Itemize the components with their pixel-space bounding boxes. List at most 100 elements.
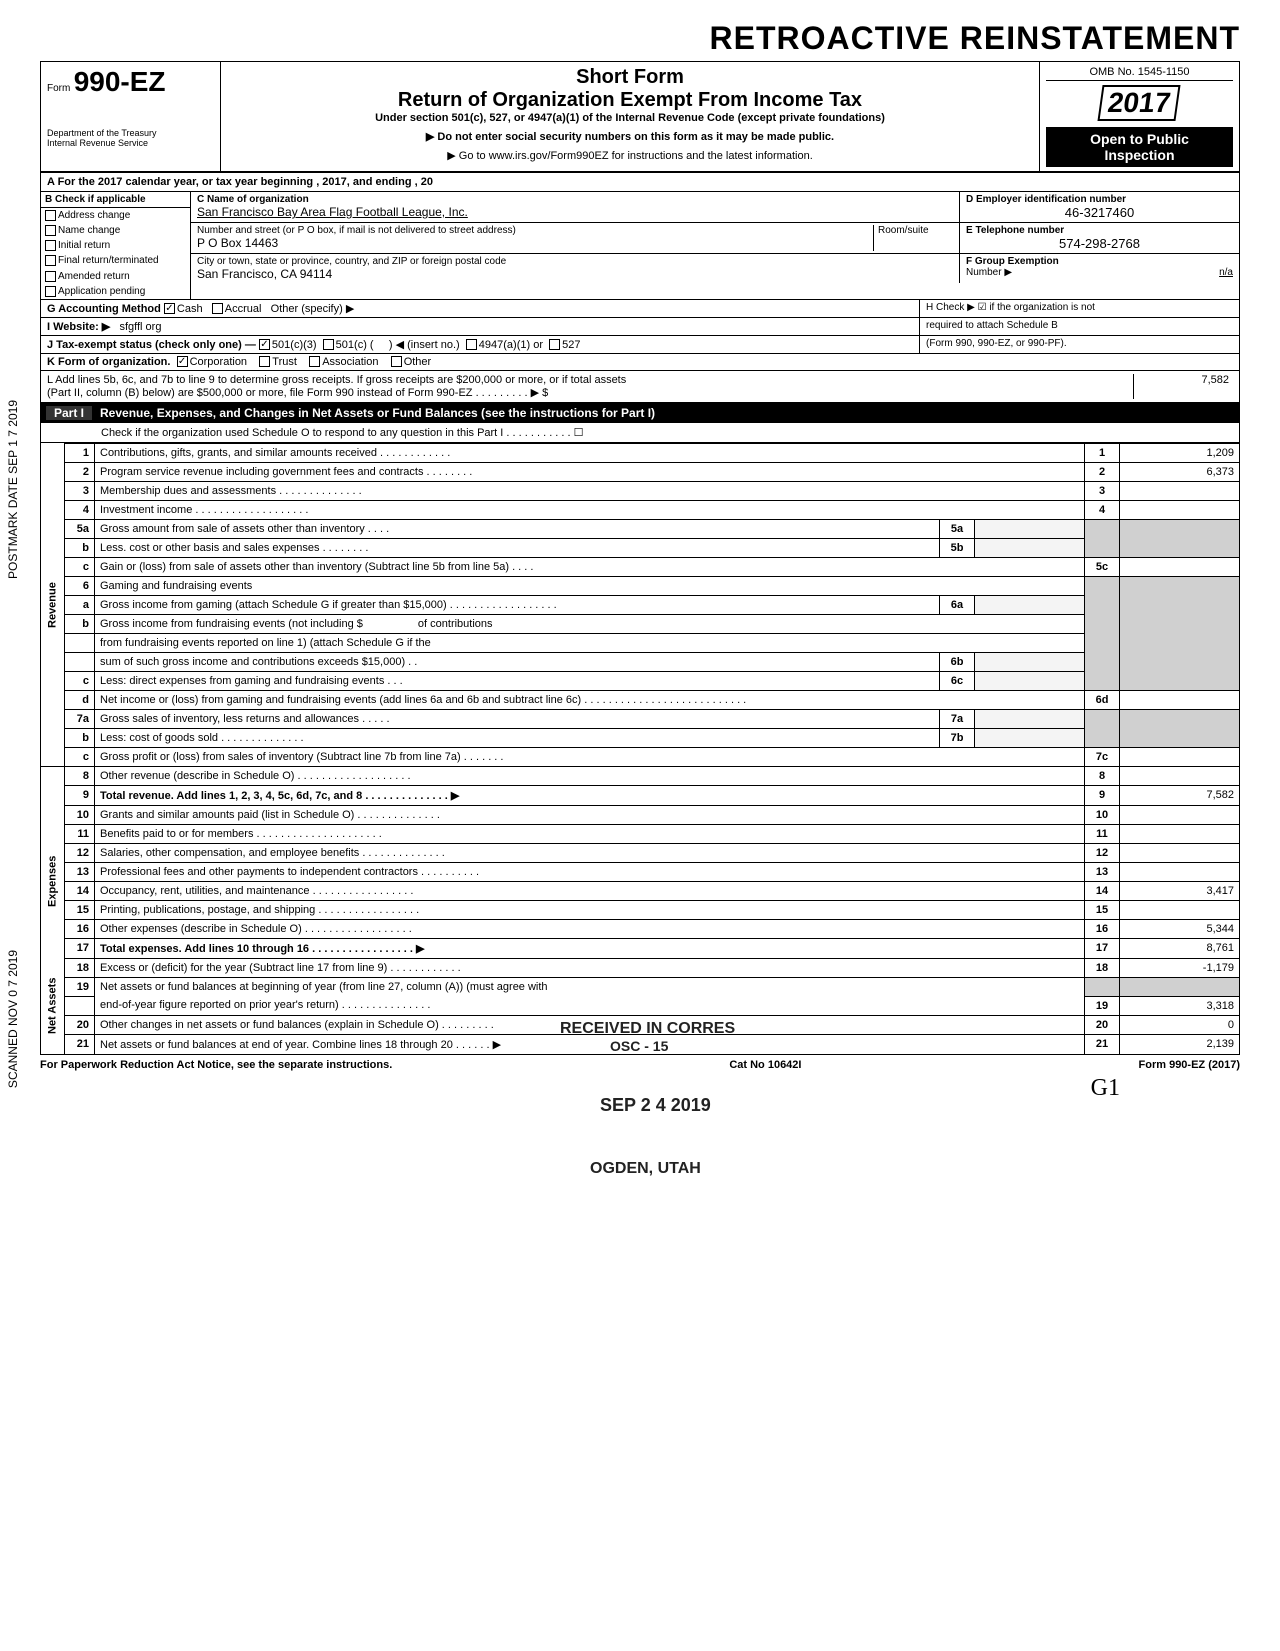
checkbox-assoc[interactable]: [309, 356, 320, 367]
row-a-tax-year: A For the 2017 calendar year, or tax yea…: [40, 173, 1240, 192]
org-name: San Francisco Bay Area Flag Football Lea…: [197, 205, 953, 219]
line-6b-3: sum of such gross income and contributio…: [41, 652, 1240, 671]
line-no: 20: [65, 1015, 95, 1034]
checkbox-trust[interactable]: [259, 356, 270, 367]
line-no: 18: [65, 958, 95, 977]
l-text1: L Add lines 5b, 6c, and 7b to line 9 to …: [47, 374, 1127, 386]
section-f-label2: Number ▶: [966, 267, 1012, 278]
section-c-label: C Name of organization: [197, 194, 953, 205]
section-f-label: F Group Exemption: [966, 256, 1059, 267]
line-no: 11: [65, 824, 95, 843]
box-no: 13: [1085, 862, 1120, 881]
short-form-title: Short Form: [227, 66, 1033, 89]
checkbox-501c3[interactable]: ✓: [259, 339, 270, 350]
line-6b-1: b Gross income from fundraising events (…: [41, 614, 1240, 633]
checkbox-initial-return[interactable]: [45, 240, 56, 251]
inner-no: 6c: [940, 671, 975, 690]
group-exemption-value: n/a: [1219, 267, 1233, 278]
box-no: 18: [1085, 958, 1120, 977]
return-title: Return of Organization Exempt From Incom…: [227, 89, 1033, 112]
box-no: 9: [1085, 785, 1120, 805]
checkbox-527[interactable]: [549, 339, 560, 350]
shaded: [1085, 709, 1120, 747]
line-no: 12: [65, 843, 95, 862]
tax-year: 2017: [1098, 85, 1181, 121]
box-no: 11: [1085, 824, 1120, 843]
k-trust: Trust: [272, 356, 297, 368]
checkbox-amended[interactable]: [45, 271, 56, 282]
line-17: 17 Total expenses. Add lines 10 through …: [41, 938, 1240, 958]
inner-amt: [975, 671, 1085, 690]
box-no: 4: [1085, 500, 1120, 519]
box-amt: 2,139: [1120, 1034, 1240, 1054]
line-no: 7a: [65, 709, 95, 728]
checkbox-name-change[interactable]: [45, 225, 56, 236]
cb-label: Amended return: [58, 271, 130, 282]
side-net-assets: Net Assets: [41, 958, 65, 1054]
checkbox-app-pending[interactable]: [45, 286, 56, 297]
line-6c: c Less: direct expenses from gaming and …: [41, 671, 1240, 690]
shaded: [1120, 709, 1240, 747]
line-no: 8: [65, 766, 95, 785]
box-amt: 5,344: [1120, 919, 1240, 938]
box-no: 3: [1085, 481, 1120, 500]
shaded: [1120, 977, 1240, 996]
line-no: 14: [65, 881, 95, 900]
inner-amt: [975, 709, 1085, 728]
checkbox-final-return[interactable]: [45, 255, 56, 266]
cb-label: Application pending: [58, 286, 145, 297]
line-no: c: [65, 747, 95, 766]
box-no: 1: [1085, 443, 1120, 462]
line-no: d: [65, 690, 95, 709]
section-j-label: J Tax-exempt status (check only one) —: [47, 339, 256, 351]
ssn-warning: ▶ Do not enter social security numbers o…: [227, 130, 1033, 143]
box-no: 20: [1085, 1015, 1120, 1034]
dept-irs: Internal Revenue Service: [47, 138, 214, 148]
checkbox-cash[interactable]: ✓: [164, 303, 175, 314]
line-5b: b Less. cost or other basis and sales ex…: [41, 538, 1240, 557]
city-label: City or town, state or province, country…: [197, 256, 953, 267]
box-amt: -1,179: [1120, 958, 1240, 977]
checkbox-corp[interactable]: ✓: [177, 356, 188, 367]
room-suite-label: Room/suite: [873, 225, 953, 251]
section-h-line3: (Form 990, 990-EZ, or 990-PF).: [926, 338, 1233, 349]
inner-no: 5a: [940, 519, 975, 538]
goto-line: ▶ Go to www.irs.gov/Form990EZ for instru…: [227, 149, 1033, 162]
form-prefix: Form: [47, 83, 70, 94]
box-no: 8: [1085, 766, 1120, 785]
box-no: 6d: [1085, 690, 1120, 709]
box-no: 5c: [1085, 557, 1120, 576]
section-i-label: I Website: ▶: [47, 321, 110, 333]
section-h-line2: required to attach Schedule B: [926, 320, 1233, 331]
box-no: 7c: [1085, 747, 1120, 766]
inner-no: 6a: [940, 595, 975, 614]
k-assoc: Association: [322, 356, 378, 368]
row-l: L Add lines 5b, 6c, and 7b to line 9 to …: [40, 371, 1240, 403]
checkbox-accrual[interactable]: [212, 303, 223, 314]
margin-postmark: POSTMARK DATE SEP 1 7 2019: [6, 400, 20, 579]
checkbox-k-other[interactable]: [391, 356, 402, 367]
line-no: 3: [65, 481, 95, 500]
open-public-2: Inspection: [1050, 147, 1229, 163]
checkbox-4947[interactable]: [466, 339, 477, 350]
line-desc: Membership dues and assessments . . . . …: [95, 481, 1085, 500]
line-no: 2: [65, 462, 95, 481]
line-no: 6: [65, 576, 95, 595]
line-11: 11 Benefits paid to or for members . . .…: [41, 824, 1240, 843]
retroactive-title: RETROACTIVE REINSTATEMENT: [40, 20, 1240, 57]
box-amt: 1,209: [1120, 443, 1240, 462]
l6b-d2: of contributions: [418, 618, 493, 630]
stamp-osc: OSC - 15: [610, 1038, 668, 1054]
j-opt3: 4947(a)(1) or: [479, 339, 543, 351]
checkbox-501c[interactable]: [323, 339, 334, 350]
checkbox-address-change[interactable]: [45, 210, 56, 221]
line-desc: Net income or (loss) from gaming and fun…: [95, 690, 1085, 709]
box-no: 12: [1085, 843, 1120, 862]
j-opt4: 527: [562, 339, 580, 351]
k-corp: Corporation: [190, 356, 247, 368]
check-schedule-o: Check if the organization used Schedule …: [40, 423, 1240, 443]
box-no: 2: [1085, 462, 1120, 481]
line-desc: Salaries, other compensation, and employ…: [95, 843, 1085, 862]
box-amt: 7,582: [1120, 785, 1240, 805]
line-15: 15 Printing, publications, postage, and …: [41, 900, 1240, 919]
